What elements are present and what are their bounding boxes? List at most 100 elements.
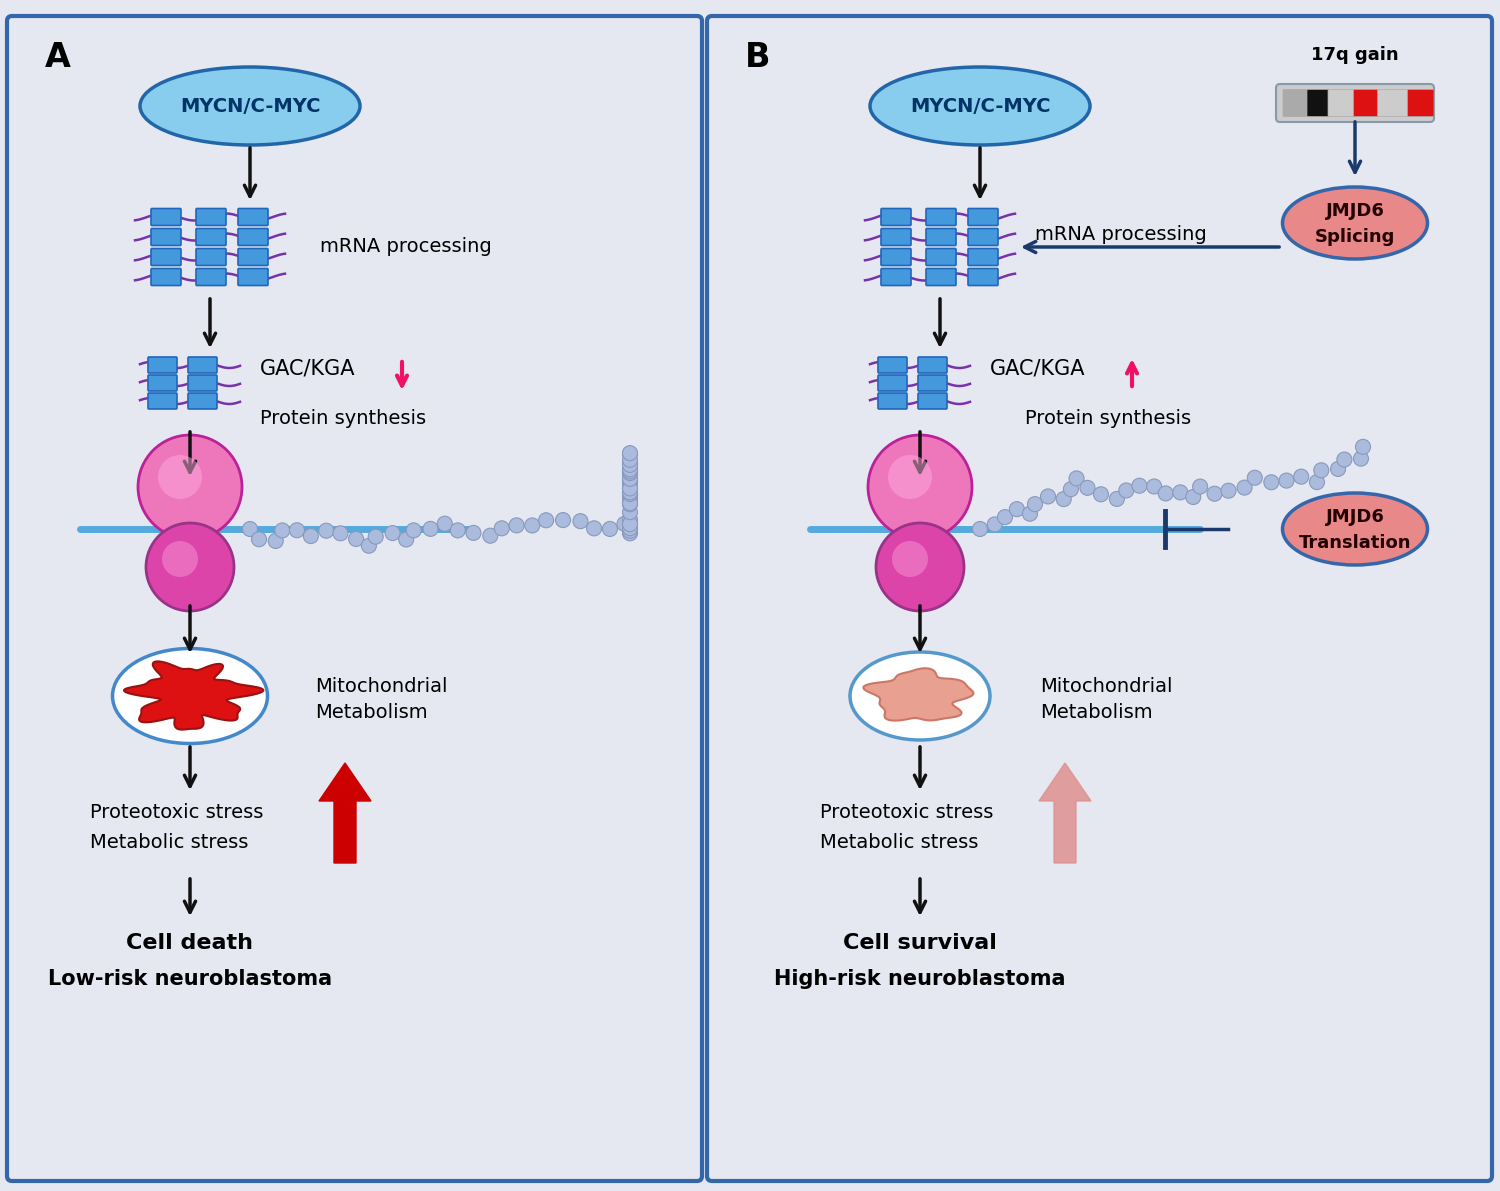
Circle shape — [998, 510, 1012, 524]
Text: Cell death: Cell death — [126, 933, 254, 953]
FancyBboxPatch shape — [1282, 89, 1308, 117]
Text: Metabolism: Metabolism — [1040, 704, 1152, 723]
Ellipse shape — [1282, 187, 1428, 258]
Circle shape — [622, 485, 638, 500]
Ellipse shape — [850, 651, 990, 740]
Circle shape — [622, 512, 638, 528]
Text: GAC/KGA: GAC/KGA — [260, 358, 356, 379]
Circle shape — [1293, 469, 1308, 485]
Text: Protein synthesis: Protein synthesis — [260, 410, 426, 429]
FancyBboxPatch shape — [8, 15, 702, 1181]
Text: mRNA processing: mRNA processing — [1035, 225, 1208, 244]
Circle shape — [252, 531, 267, 547]
Circle shape — [348, 531, 363, 547]
FancyBboxPatch shape — [918, 393, 946, 409]
Circle shape — [1080, 480, 1095, 495]
Circle shape — [622, 445, 638, 461]
FancyBboxPatch shape — [152, 249, 182, 266]
FancyBboxPatch shape — [238, 229, 268, 245]
Circle shape — [1132, 479, 1148, 493]
Circle shape — [573, 513, 588, 529]
FancyBboxPatch shape — [1276, 85, 1434, 121]
Circle shape — [162, 541, 198, 576]
FancyBboxPatch shape — [1328, 89, 1354, 117]
Text: JMJD6: JMJD6 — [1326, 509, 1384, 526]
Circle shape — [1028, 497, 1042, 512]
Circle shape — [622, 481, 638, 495]
FancyBboxPatch shape — [968, 208, 998, 225]
Circle shape — [622, 463, 638, 479]
Circle shape — [1110, 492, 1125, 506]
Circle shape — [622, 472, 638, 486]
Circle shape — [1280, 473, 1294, 488]
Circle shape — [466, 525, 482, 541]
Circle shape — [622, 495, 638, 510]
Circle shape — [622, 474, 638, 490]
FancyBboxPatch shape — [1306, 89, 1329, 117]
FancyBboxPatch shape — [196, 208, 226, 225]
Circle shape — [1208, 486, 1222, 501]
Circle shape — [622, 490, 638, 504]
Circle shape — [303, 529, 318, 543]
FancyBboxPatch shape — [706, 15, 1492, 1181]
FancyBboxPatch shape — [918, 357, 946, 373]
Circle shape — [1356, 439, 1371, 454]
Circle shape — [622, 505, 638, 519]
Circle shape — [1023, 506, 1038, 522]
Circle shape — [622, 491, 638, 505]
Circle shape — [1192, 479, 1208, 494]
Circle shape — [622, 476, 638, 492]
Circle shape — [1010, 501, 1025, 517]
FancyBboxPatch shape — [148, 375, 177, 391]
Text: Protein synthesis: Protein synthesis — [1024, 410, 1191, 429]
Circle shape — [406, 523, 422, 538]
FancyBboxPatch shape — [880, 249, 910, 266]
FancyBboxPatch shape — [968, 249, 998, 266]
FancyBboxPatch shape — [188, 393, 218, 409]
Circle shape — [622, 464, 638, 479]
Text: Metabolic stress: Metabolic stress — [821, 834, 978, 853]
FancyArrow shape — [1040, 763, 1090, 863]
Circle shape — [622, 497, 638, 512]
Text: B: B — [746, 40, 771, 74]
Circle shape — [622, 517, 638, 532]
Circle shape — [268, 534, 284, 549]
Ellipse shape — [1282, 493, 1428, 565]
Circle shape — [146, 523, 234, 611]
Circle shape — [1064, 481, 1078, 497]
FancyBboxPatch shape — [148, 393, 177, 409]
Circle shape — [868, 435, 972, 540]
Text: High-risk neuroblastoma: High-risk neuroblastoma — [774, 969, 1065, 989]
Circle shape — [1221, 484, 1236, 498]
Text: Mitochondrial: Mitochondrial — [1040, 676, 1173, 696]
Circle shape — [972, 522, 987, 536]
Circle shape — [450, 523, 465, 538]
FancyBboxPatch shape — [152, 268, 182, 286]
FancyBboxPatch shape — [196, 268, 226, 286]
Circle shape — [586, 520, 602, 536]
Circle shape — [483, 528, 498, 543]
FancyBboxPatch shape — [968, 229, 998, 245]
Circle shape — [1173, 485, 1188, 500]
Circle shape — [622, 447, 638, 461]
Circle shape — [622, 455, 638, 470]
FancyBboxPatch shape — [196, 229, 226, 245]
Circle shape — [158, 455, 203, 499]
Circle shape — [386, 525, 400, 541]
Circle shape — [495, 520, 510, 536]
FancyBboxPatch shape — [926, 208, 956, 225]
Circle shape — [622, 462, 638, 476]
Text: Metabolic stress: Metabolic stress — [90, 834, 249, 853]
FancyBboxPatch shape — [1353, 89, 1378, 117]
Circle shape — [892, 541, 928, 576]
Ellipse shape — [112, 649, 267, 743]
Circle shape — [1056, 492, 1071, 506]
Circle shape — [622, 473, 638, 488]
Circle shape — [1353, 451, 1368, 466]
Circle shape — [1264, 475, 1280, 490]
Circle shape — [1119, 484, 1134, 498]
Circle shape — [622, 525, 638, 541]
Text: 17q gain: 17q gain — [1311, 46, 1400, 64]
Text: Metabolism: Metabolism — [315, 704, 428, 723]
Circle shape — [1336, 453, 1352, 467]
